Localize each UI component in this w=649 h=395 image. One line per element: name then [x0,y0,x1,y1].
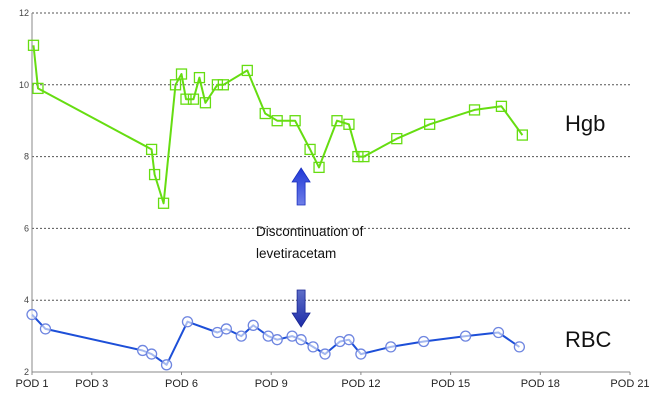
hgb-point [468,104,481,116]
rbc-point [459,330,472,342]
rbc-point [220,323,233,335]
hgb-point [352,150,364,163]
rbc-point [295,334,307,346]
annotation-line-1: Discontinuation of [256,224,364,239]
hgb-point [175,68,188,80]
y-tick-label: 10 [19,80,29,90]
x-tick-label: POD 3 [75,378,108,390]
y-tick-label: 8 [24,152,29,162]
x-tick-label: POD 18 [521,378,560,390]
rbc-point [319,348,331,360]
rbc-point [26,308,38,321]
hgb-point [289,115,301,127]
hgb-series-label: Hgb [565,111,605,136]
hgb-point [211,79,224,91]
hgb-point [358,150,370,163]
rbc-point [492,326,505,339]
rbc-point [385,341,397,353]
hgb-point [516,129,529,141]
rbc-point [160,359,173,371]
annotation-line-2: levetiracetam [256,246,336,261]
hgb-point [180,93,192,105]
hgb-point [193,71,206,84]
hgb-point [391,132,403,145]
down-arrow [291,289,311,328]
hgb-series [27,39,529,209]
hgb-line [32,45,524,205]
rbc-point [39,323,52,335]
y-tick-label: 6 [24,223,29,233]
up-arrow [291,167,311,206]
hgb-point [217,79,230,91]
hgb-point [148,168,161,181]
hgb-point [313,161,325,174]
hgb-point [304,143,316,156]
x-tick-label: POD 12 [341,378,380,390]
hgb-point [424,118,436,130]
hgb-point [343,118,355,130]
x-tick-label: POD 1 [15,378,48,390]
hgb-point [271,115,283,127]
hgb-point [331,115,343,127]
y-tick-label: 4 [24,295,29,305]
rbc-point [247,319,259,331]
x-tick-label: POD 15 [431,378,470,390]
hgb-point [199,97,212,109]
y-tick-label: 2 [24,367,29,377]
hgb-point [32,82,44,95]
y-tick-label: 12 [19,8,29,18]
x-tick-label: POD 21 [610,378,649,390]
rbc-point [355,348,367,360]
rbc-point [418,335,430,348]
hgb-point [259,107,271,120]
hgb-point [495,100,508,112]
rbc-series-label: RBC [565,327,612,352]
hgb-point [27,39,40,51]
x-tick-label: POD 6 [165,378,198,390]
rbc-point [181,316,194,328]
rbc-series [26,308,526,371]
rbc-point [343,334,355,346]
y-ticks: 2 4 6 8 10 12 [19,8,29,377]
rbc-point [513,341,526,353]
rbc-point [271,334,283,346]
hgb-point [157,197,170,209]
hgb-point [145,143,158,156]
hgb-point [187,93,200,105]
hgb-point [169,79,182,91]
rbc-point [334,335,346,348]
rbc-point [235,330,247,342]
series-layer [26,39,529,371]
x-tick-label: POD 9 [255,378,288,390]
hgb-point [241,64,253,77]
x-ticks: POD 1 POD 3 POD 6 POD 9 POD 12 POD 15 POD 18 PO… [15,372,649,390]
annotation-arrows [291,167,311,328]
rbc-point [307,341,319,353]
rbc-point [145,348,158,360]
